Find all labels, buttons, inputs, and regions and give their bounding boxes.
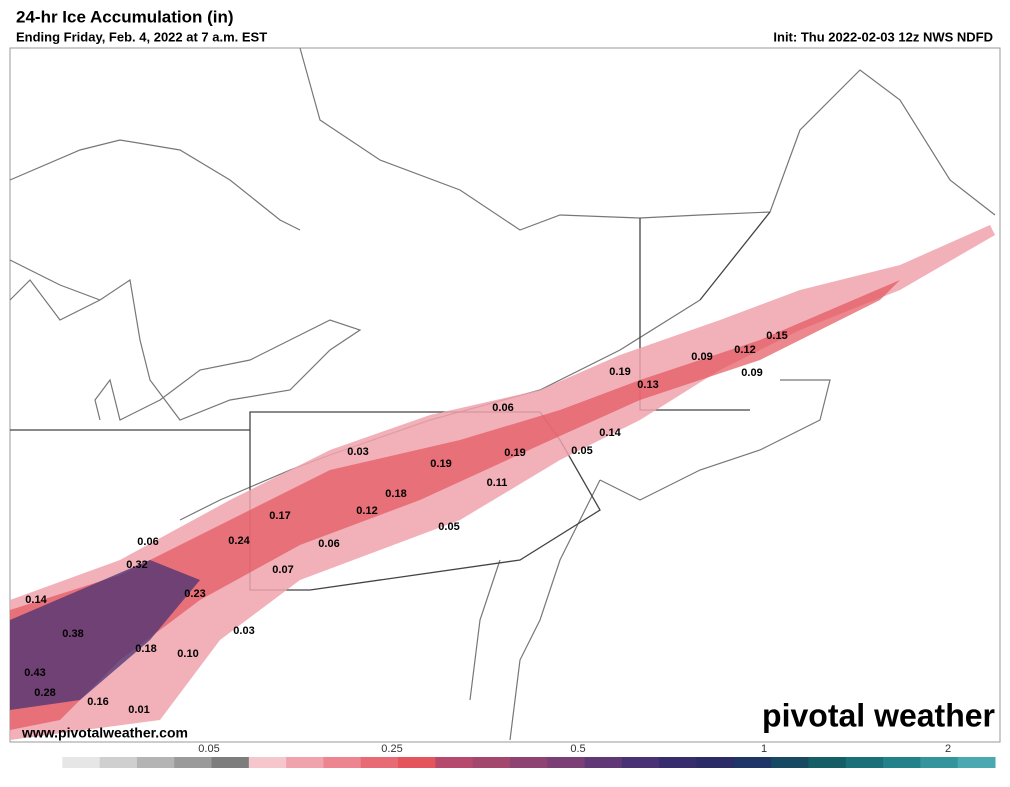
map-label: 0.03: [347, 446, 368, 458]
colorbar-swatch: [286, 757, 324, 768]
map-label: 0.19: [609, 366, 630, 378]
map-label: 0.12: [356, 505, 377, 517]
map-label: 0.18: [135, 643, 156, 655]
map-label: 0.16: [87, 696, 108, 708]
map-label: 0.06: [492, 402, 513, 414]
map-label: 0.07: [272, 564, 293, 576]
colorbar-tick-label: 2: [945, 743, 951, 755]
map: 0.03 0.06 0.19 0.13 0.09 0.12 0.15 0.09 0.14 0.05…: [9, 47, 1001, 743]
map-label: 0.24: [228, 535, 250, 547]
map-label: 0.14: [25, 594, 47, 606]
colorbar-swatch: [696, 757, 735, 768]
ice-max: [10, 560, 200, 710]
colorbar-swatch: [808, 757, 847, 768]
map-label: 0.05: [571, 445, 592, 457]
map-label: 0.06: [318, 538, 339, 550]
map-label: 0.09: [741, 367, 762, 379]
colorbar-swatch: [99, 757, 138, 768]
colorbar-tick-label: 0.5: [570, 743, 585, 755]
colorbar-swatch: [25, 757, 63, 768]
map-label: 0.17: [269, 510, 290, 522]
init-time: Init: Thu 2022-02-03 12z NWS NDFD: [773, 29, 993, 44]
website: www.pivotalweather.com: [21, 725, 188, 741]
subtitle: Ending Friday, Feb. 4, 2022 at 7 a.m. ES…: [16, 29, 267, 44]
colorbar-swatch: [435, 757, 474, 768]
colorbar-tick-label: 0.25: [381, 743, 402, 755]
map-label: 0.13: [637, 379, 658, 391]
colorbar-tick-label: 1: [761, 743, 767, 755]
map-label: 0.32: [126, 559, 147, 571]
colorbar-swatch: [62, 757, 101, 768]
map-label: 0.10: [177, 648, 198, 660]
map-label: 0.09: [691, 351, 712, 363]
map-label: 0.06: [137, 536, 158, 548]
colorbar-swatch: [733, 757, 772, 768]
map-label: 0.18: [385, 488, 406, 500]
colorbar-tick-label: 0.05: [198, 743, 219, 755]
logo: pivotal weather: [762, 697, 995, 733]
colorbar-swatch: [845, 757, 884, 768]
title: 24-hr Ice Accumulation (in): [16, 7, 234, 26]
colorbar: 0.05 0.25 0.5 1 2: [25, 743, 996, 768]
colorbar-swatch: [360, 757, 399, 768]
map-label: 0.14: [599, 427, 621, 439]
colorbar-swatch: [136, 757, 175, 768]
map-label: 0.23: [184, 588, 205, 600]
colorbar-swatch: [472, 757, 511, 768]
map-label: 0.43: [24, 667, 45, 679]
colorbar-swatch: [323, 757, 362, 768]
colorbar-swatch: [398, 757, 436, 768]
map-label: 0.11: [487, 477, 508, 489]
map-label: 0.15: [766, 330, 787, 342]
map-label: 0.19: [430, 458, 451, 470]
colorbar-swatch: [957, 757, 996, 768]
colorbar-swatch: [883, 757, 921, 768]
colorbar-swatch: [248, 757, 287, 768]
colorbar-swatch: [659, 757, 698, 768]
map-label: 0.03: [233, 625, 254, 637]
map-label: 0.12: [734, 344, 755, 356]
ice-core: [10, 280, 900, 730]
colorbar-swatch: [547, 757, 586, 768]
colorbar-swatch: [584, 757, 623, 768]
map-label: 0.05: [438, 521, 459, 533]
colorbar-swatch: [771, 757, 809, 768]
map-label: 0.28: [34, 687, 55, 699]
colorbar-swatch: [920, 757, 959, 768]
colorbar-swatch: [174, 757, 213, 768]
colorbar-swatch: [621, 757, 660, 768]
map-label: 0.19: [504, 447, 525, 459]
map-label: 0.38: [62, 628, 83, 640]
colorbar-swatch: [510, 757, 548, 768]
map-label: 0.01: [128, 704, 149, 716]
colorbar-swatch: [211, 757, 250, 768]
